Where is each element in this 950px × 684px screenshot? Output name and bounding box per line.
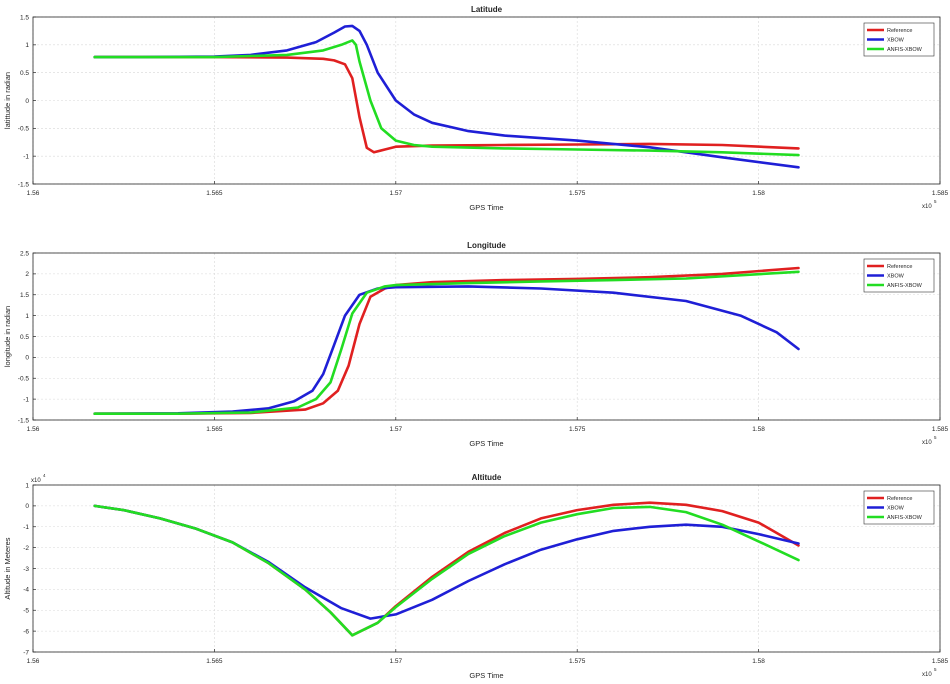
series-line-anfis-xbow <box>93 270 800 415</box>
x-axis-exponent: x10 <box>922 440 932 446</box>
x-tick-label: 1.575 <box>569 190 586 197</box>
axes-frame <box>32 16 941 185</box>
y-tick-label: 2 <box>25 271 29 278</box>
series-line-xbow <box>93 24 800 169</box>
y-tick-label: 1 <box>25 482 29 489</box>
legend-label: XBOW <box>887 506 905 512</box>
legend: Reference XBOW ANFIS-XBOW <box>863 258 935 293</box>
x-axis-exponent-power: 5 <box>934 667 937 672</box>
y-tick-label: 1.5 <box>20 292 29 299</box>
chart-title: Altitude <box>472 473 502 482</box>
x-tick-label: 1.56 <box>27 190 40 197</box>
x-tick-label: 1.565 <box>206 658 223 665</box>
chart-panel-3: 1.56 1.565 1.57 1.575 1.58 1.585 1 0 -1 -2 -3 -4 -5 -… <box>3 473 949 680</box>
chart-panel-1: 1.56 1.565 1.57 1.575 1.58 1.585 1.5 1 0.5 0 -0.5 -… <box>3 5 949 212</box>
y-tick-label: -1 <box>23 396 29 403</box>
x-tick-label: 1.565 <box>206 426 223 433</box>
legend: Reference XBOW ANFIS-XBOW <box>863 22 935 57</box>
y-tick-label: -1.5 <box>18 181 30 188</box>
y-tick-label: -1.5 <box>18 417 30 424</box>
x-tick-label: 1.57 <box>389 426 402 433</box>
y-axis-exponent-power: 4 <box>43 473 46 478</box>
x-tick-label: 1.585 <box>932 190 949 197</box>
y-tick-label: -1 <box>23 153 29 160</box>
series-line-anfis-xbow <box>93 39 800 157</box>
x-tick-label: 1.585 <box>932 658 949 665</box>
y-tick-label: -3 <box>23 566 29 573</box>
x-axis-label: GPS Time <box>469 439 503 448</box>
legend-label: Reference <box>887 496 912 502</box>
legend-label: ANFIS-XBOW <box>887 47 923 53</box>
x-tick-label: 1.58 <box>752 190 765 197</box>
y-tick-label: -5 <box>23 608 29 615</box>
y-tick-label: -2 <box>23 545 29 552</box>
y-axis-label: latittude in radian <box>3 72 12 129</box>
y-tick-label: 1.5 <box>20 14 29 21</box>
series-line-reference <box>93 266 800 415</box>
x-axis-exponent: x10 <box>922 204 932 210</box>
x-axis-exponent-power: 5 <box>934 435 937 440</box>
x-tick-label: 1.585 <box>932 426 949 433</box>
x-tick-label: 1.56 <box>27 658 40 665</box>
axes-frame <box>32 484 941 653</box>
x-tick-label: 1.57 <box>389 190 402 197</box>
chart-title: Latitude <box>471 5 503 14</box>
y-tick-label: 0.5 <box>20 334 29 341</box>
y-tick-label: 1 <box>25 42 29 49</box>
x-tick-label: 1.57 <box>389 658 402 665</box>
y-tick-label: 0 <box>25 503 29 510</box>
y-tick-label: -1 <box>23 524 29 531</box>
y-tick-label: 2.5 <box>20 250 29 257</box>
y-tick-label: -0.5 <box>18 126 30 133</box>
y-axis-label: longitude in radian <box>3 306 12 367</box>
x-tick-label: 1.58 <box>752 658 765 665</box>
x-tick-label: 1.565 <box>206 190 223 197</box>
x-tick-label: 1.58 <box>752 426 765 433</box>
legend: Reference XBOW ANFIS-XBOW <box>863 490 935 525</box>
y-tick-label: 0.5 <box>20 70 29 77</box>
x-axis-label: GPS Time <box>469 203 503 212</box>
legend-label: ANFIS-XBOW <box>887 283 923 289</box>
y-tick-label: -7 <box>23 649 29 656</box>
y-tick-label: 0 <box>25 98 29 105</box>
legend-box <box>863 490 935 525</box>
legend-label: Reference <box>887 28 912 34</box>
legend-label: ANFIS-XBOW <box>887 515 923 521</box>
y-tick-label: 1 <box>25 313 29 320</box>
x-tick-label: 1.575 <box>569 426 586 433</box>
legend-label: Reference <box>887 264 912 270</box>
legend-label: XBOW <box>887 274 905 280</box>
y-tick-label: -4 <box>23 587 29 594</box>
chart-panel-2: 1.56 1.565 1.57 1.575 1.58 1.585 2.5 2 1.5 1 0.5 0 -… <box>3 241 949 448</box>
x-tick-label: 1.56 <box>27 426 40 433</box>
axes-frame <box>32 252 941 421</box>
y-axis-label: Altitude in Meteres <box>3 537 12 599</box>
y-tick-label: -6 <box>23 628 29 635</box>
y-axis-exponent: x10 <box>31 478 41 484</box>
x-axis-label: GPS Time <box>469 671 503 680</box>
series-line-reference <box>93 55 800 154</box>
y-tick-label: 0 <box>25 355 29 362</box>
x-axis-exponent: x10 <box>922 672 932 678</box>
series-line-anfis-xbow <box>93 504 800 637</box>
legend-label: XBOW <box>887 38 905 44</box>
y-tick-label: -0.5 <box>18 376 30 383</box>
x-axis-exponent-power: 5 <box>934 199 937 204</box>
series-line-xbow <box>93 285 800 415</box>
x-tick-label: 1.575 <box>569 658 586 665</box>
chart-title: Longitude <box>467 241 506 250</box>
